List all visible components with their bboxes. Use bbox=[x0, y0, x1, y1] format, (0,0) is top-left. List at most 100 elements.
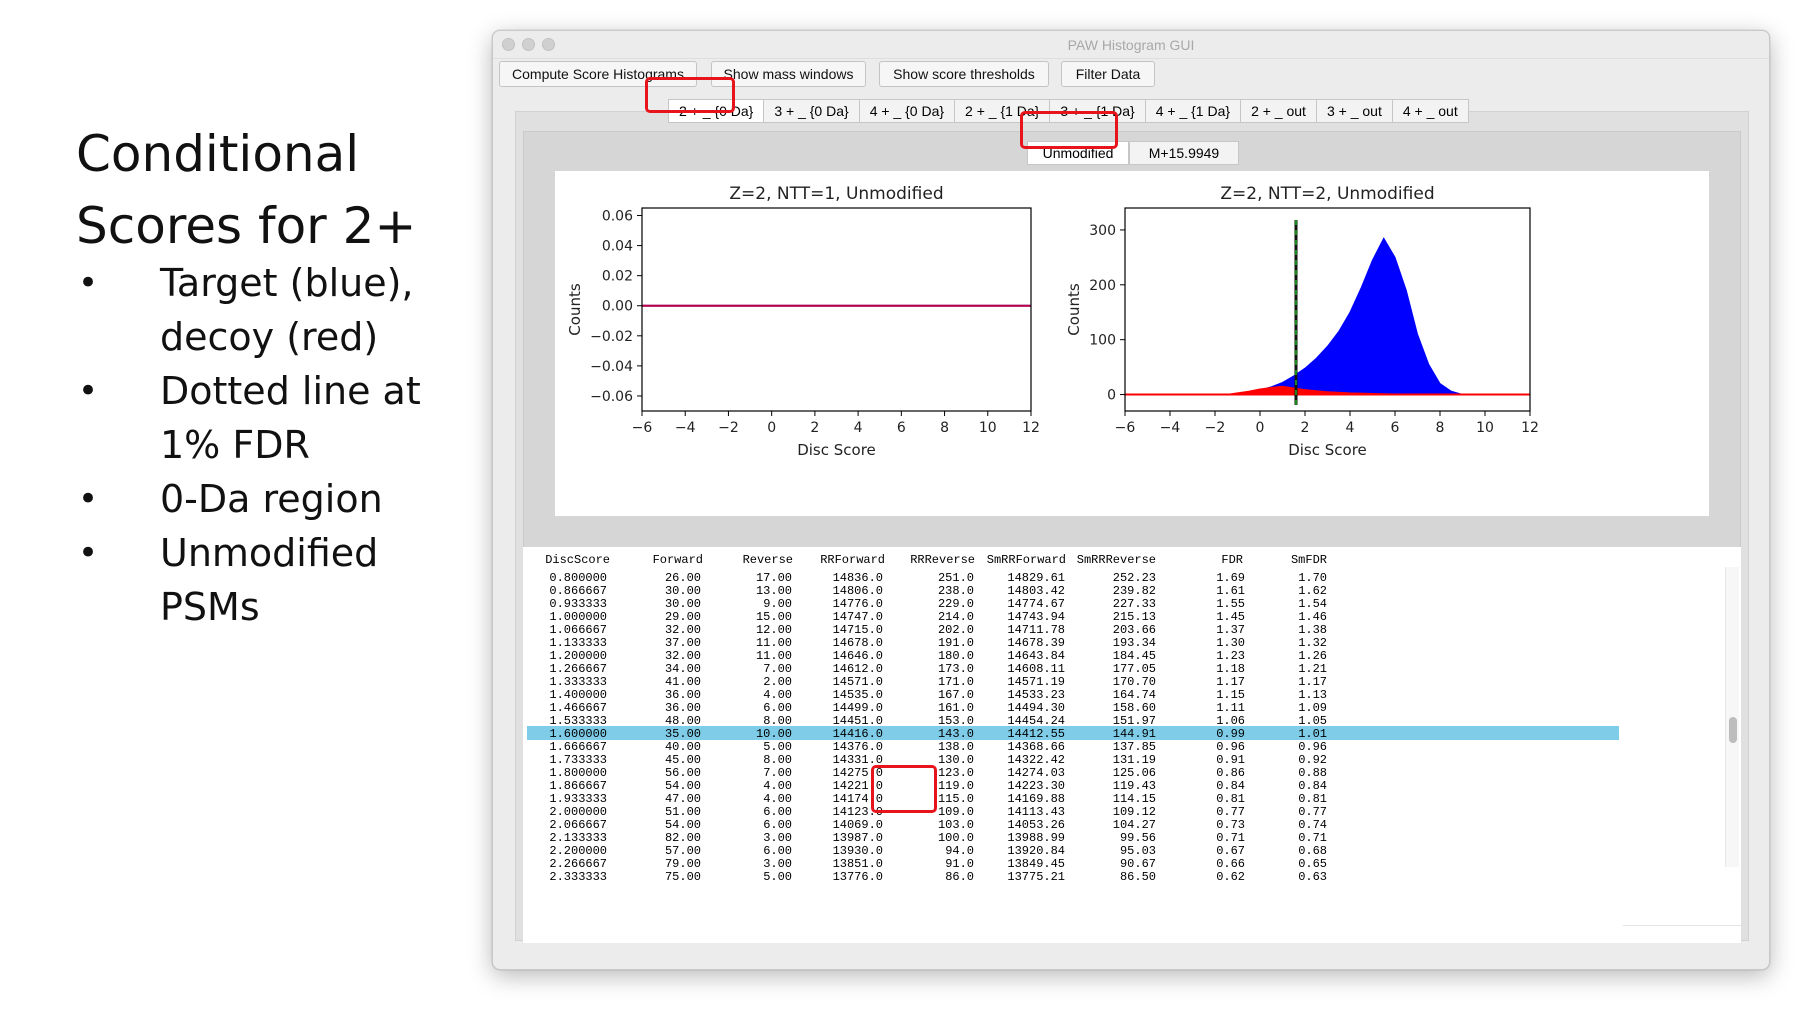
show-score-thresholds-button[interactable]: Show score thresholds bbox=[879, 61, 1049, 87]
tab-4plus-0da[interactable]: 4 + _ {0 Da} bbox=[858, 99, 956, 123]
table-cell: 0.77 bbox=[1216, 805, 1245, 819]
table-cell: 0.67 bbox=[1216, 844, 1245, 858]
table-cell: 1.17 bbox=[1216, 675, 1245, 689]
column-header[interactable]: SmRRForward bbox=[986, 553, 1066, 567]
x-tick-label: 8 bbox=[1436, 420, 1445, 436]
table-cell: 14612.0 bbox=[832, 662, 883, 676]
table-cell: 119.43 bbox=[1112, 779, 1156, 793]
x-axis-label: Disc Score bbox=[797, 441, 876, 459]
plot-frame bbox=[1124, 207, 1531, 412]
x-axis-label: Disc Score bbox=[1288, 441, 1367, 459]
x-tick-label: 2 bbox=[810, 420, 819, 436]
table-cell: 14803.42 bbox=[1007, 584, 1065, 598]
table-cell: 41.00 bbox=[664, 675, 701, 689]
x-tick-label: 4 bbox=[1346, 420, 1355, 436]
table-cell: 0.800000 bbox=[549, 571, 607, 585]
table-cell: 13920.84 bbox=[1007, 844, 1065, 858]
score-table[interactable]: DiscScore Forward Reverse RRForward RRRevers… bbox=[523, 547, 1741, 943]
table-cell: 1.69 bbox=[1216, 571, 1245, 585]
y-tick-label: 0.04 bbox=[602, 239, 633, 255]
table-cell: 14678.39 bbox=[1007, 636, 1065, 650]
table-cell: 1.133333 bbox=[549, 636, 607, 650]
table-cell: 1.200000 bbox=[549, 649, 607, 663]
table-cell: 14646.0 bbox=[832, 649, 883, 663]
table-cell: 164.74 bbox=[1112, 688, 1156, 702]
table-cell: 0.65 bbox=[1298, 857, 1327, 871]
table-cell: 0.62 bbox=[1216, 870, 1245, 884]
bullet-item: • Unmodified PSMs bbox=[76, 526, 476, 634]
target-histogram bbox=[1226, 237, 1463, 396]
table-cell: 167.0 bbox=[937, 688, 974, 702]
table-cell: 29.00 bbox=[664, 610, 701, 624]
show-mass-windows-button[interactable]: Show mass windows bbox=[711, 61, 866, 87]
column-header[interactable]: Forward bbox=[652, 553, 703, 567]
tab-4plus-1da[interactable]: 4 + _ {1 Da} bbox=[1144, 99, 1242, 123]
subtab-unmodified[interactable]: Unmodified bbox=[1027, 141, 1129, 165]
table-cell: 0.92 bbox=[1298, 753, 1327, 767]
table-cell: 0.81 bbox=[1216, 792, 1245, 806]
x-tick-label: 12 bbox=[1521, 420, 1539, 436]
column-header[interactable]: RRReverse bbox=[910, 553, 975, 567]
table-cell: 119.0 bbox=[937, 779, 974, 793]
table-cell: 1.09 bbox=[1298, 701, 1327, 715]
column-header[interactable]: DiscScore bbox=[545, 553, 610, 567]
close-window-button[interactable] bbox=[502, 38, 515, 51]
table-cell: 1.21 bbox=[1298, 662, 1327, 676]
table-cell: 0.88 bbox=[1298, 766, 1327, 780]
table-cell: 1.30 bbox=[1216, 636, 1245, 650]
scrollbar-thumb[interactable] bbox=[1729, 717, 1737, 743]
subtab-m-plus-15[interactable]: M+15.9949 bbox=[1129, 141, 1239, 165]
table-cell: 14774.67 bbox=[1007, 597, 1065, 611]
table-cell: 10.00 bbox=[755, 727, 792, 741]
tab-3plus-out[interactable]: 3 + _ out bbox=[1315, 99, 1393, 123]
column-header[interactable]: RRForward bbox=[820, 553, 885, 567]
vertical-scrollbar[interactable] bbox=[1725, 567, 1739, 867]
table-cell: 131.19 bbox=[1112, 753, 1156, 767]
x-tick-label: 10 bbox=[1476, 420, 1494, 436]
table-cell: 3.00 bbox=[763, 831, 792, 845]
minimize-window-button[interactable] bbox=[522, 38, 535, 51]
column-header[interactable]: Reverse bbox=[742, 553, 793, 567]
table-cell: 0.84 bbox=[1216, 779, 1245, 793]
table-cell: 203.66 bbox=[1112, 623, 1156, 637]
y-axis-label: Counts bbox=[1065, 283, 1083, 336]
column-header[interactable]: SmFDR bbox=[1290, 553, 1327, 567]
table-cell: 14747.0 bbox=[832, 610, 883, 624]
table-cell: 14274.03 bbox=[1007, 766, 1065, 780]
bullet-list: • Target (blue), decoy (red) • Dotted line… bbox=[76, 256, 476, 634]
table-cell: 2.200000 bbox=[549, 844, 607, 858]
table-cell: 0.63 bbox=[1298, 870, 1327, 884]
table-cell: 114.15 bbox=[1112, 792, 1156, 806]
table-cell: 1.17 bbox=[1298, 675, 1327, 689]
table-cell: 161.0 bbox=[937, 701, 974, 715]
table-cell: 14275.0 bbox=[832, 766, 883, 780]
table-cell: 191.0 bbox=[937, 636, 974, 650]
table-cell: 6.00 bbox=[763, 844, 792, 858]
zoom-window-button[interactable] bbox=[542, 38, 555, 51]
tab-2plus-out[interactable]: 2 + _ out bbox=[1240, 99, 1317, 123]
table-cell: 13776.0 bbox=[832, 870, 883, 884]
column-header[interactable]: SmRRReverse bbox=[1076, 553, 1156, 567]
table-cell: 1.11 bbox=[1216, 701, 1245, 715]
table-cell: 1.666667 bbox=[549, 740, 607, 754]
y-axis-label: Counts bbox=[566, 283, 584, 336]
table-cell: 7.00 bbox=[763, 662, 792, 676]
table-cell: 14535.0 bbox=[832, 688, 883, 702]
table-cell: 14322.42 bbox=[1007, 753, 1065, 767]
table-cell: 35.00 bbox=[664, 727, 701, 741]
table-cell: 1.46 bbox=[1298, 610, 1327, 624]
table-cell: 1.533333 bbox=[549, 714, 607, 728]
table-cell: 2.266667 bbox=[549, 857, 607, 871]
subtab-highlight-annotation bbox=[1020, 111, 1118, 149]
tab-3plus-0da[interactable]: 3 + _ {0 Da} bbox=[763, 99, 860, 123]
table-cell: 1.066667 bbox=[549, 623, 607, 637]
filter-data-button[interactable]: Filter Data bbox=[1061, 61, 1155, 87]
table-cell: 1.01 bbox=[1298, 727, 1327, 741]
table-cell: 5.00 bbox=[763, 740, 792, 754]
table-cell: 14053.26 bbox=[1007, 818, 1065, 832]
compute-score-histograms-button[interactable]: Compute Score Histograms bbox=[499, 61, 697, 87]
column-header[interactable]: FDR bbox=[1221, 553, 1243, 567]
table-cell: 0.74 bbox=[1298, 818, 1327, 832]
tab-4plus-out[interactable]: 4 + _ out bbox=[1391, 99, 1469, 123]
table-cell: 30.00 bbox=[664, 597, 701, 611]
